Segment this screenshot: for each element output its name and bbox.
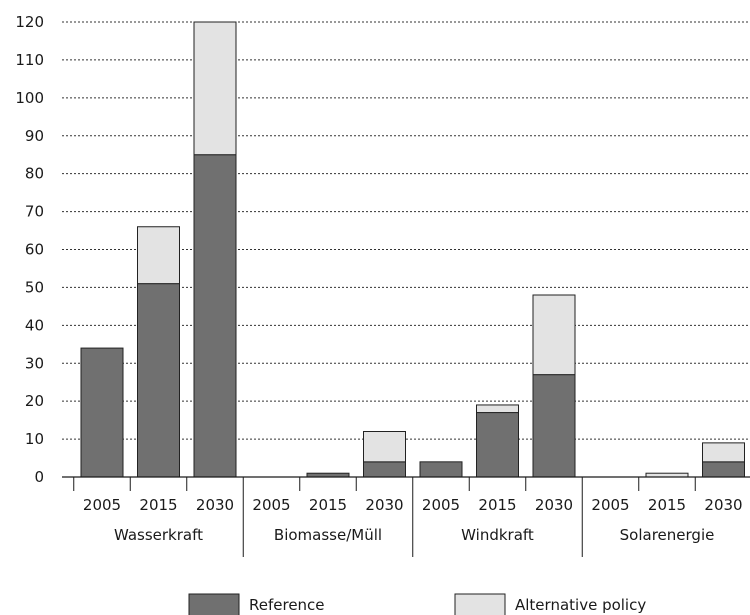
y-tick-label: 90	[25, 127, 44, 145]
x-tick-label-year: 2015	[139, 496, 177, 514]
x-tick-label-year: 2015	[648, 496, 686, 514]
bar-reference	[193, 154, 237, 478]
bar-reference	[419, 461, 463, 478]
legend-reference-label: Reference	[249, 596, 325, 614]
y-tick-label: 30	[25, 354, 44, 372]
x-tick-label-year: 2030	[196, 496, 234, 514]
legend: Reference Alternative policy	[188, 593, 646, 615]
y-tick-label: 60	[25, 241, 44, 259]
x-group-label: Solarenergie	[620, 526, 715, 544]
y-axis-ticks: 0 10 20 30 40 50 60 70 80 90 100 110 120	[15, 13, 44, 486]
x-tick-label-year: 2015	[309, 496, 347, 514]
y-tick-label: 110	[15, 51, 44, 69]
x-tick-label-year: 2015	[478, 496, 516, 514]
bar-reference	[702, 461, 745, 478]
x-tick-label-year: 2030	[365, 496, 403, 514]
bar-alternative-policy	[476, 404, 519, 414]
y-tick-label: 70	[25, 203, 44, 221]
bar-reference	[476, 412, 519, 478]
x-tick-label-year: 2030	[535, 496, 573, 514]
x-group-label: Windkraft	[461, 526, 534, 544]
bar-reference	[80, 347, 124, 478]
legend-alternative-policy-swatch	[454, 593, 506, 615]
bar-alternative-policy	[137, 226, 180, 285]
x-tick-label-year: 2005	[422, 496, 460, 514]
bar-alternative-policy	[193, 21, 237, 156]
bar-reference	[532, 374, 576, 478]
y-tick-label: 100	[15, 89, 44, 107]
x-axis: 2005 2015 2030 Wasserkraft 2005 2015 2030 Bioma…	[62, 476, 750, 557]
x-tick-label-year: 2005	[252, 496, 290, 514]
bar-alternative-policy	[702, 442, 745, 463]
x-tick-label-year: 2030	[704, 496, 742, 514]
y-tick-label: 50	[25, 278, 44, 296]
bar-alternative-policy	[532, 294, 576, 376]
bar-reference	[137, 283, 180, 478]
x-tick-label-year: 2005	[591, 496, 629, 514]
y-tick-label: 20	[25, 392, 44, 410]
legend-reference-swatch	[188, 593, 240, 615]
bars	[80, 21, 745, 478]
bar-alternative-policy	[363, 431, 406, 463]
x-group-label: Biomasse/Müll	[274, 526, 382, 544]
y-tick-label: 120	[15, 13, 44, 31]
gridlines	[62, 21, 750, 440]
legend-alternative-policy-label: Alternative policy	[515, 596, 646, 614]
y-tick-label: 80	[25, 165, 44, 183]
bar-reference	[363, 461, 406, 478]
y-tick-label: 10	[25, 430, 44, 448]
y-tick-label: 40	[25, 316, 44, 334]
x-tick-label-year: 2005	[83, 496, 121, 514]
y-tick-label: 0	[34, 468, 44, 486]
x-group-label: Wasserkraft	[114, 526, 203, 544]
